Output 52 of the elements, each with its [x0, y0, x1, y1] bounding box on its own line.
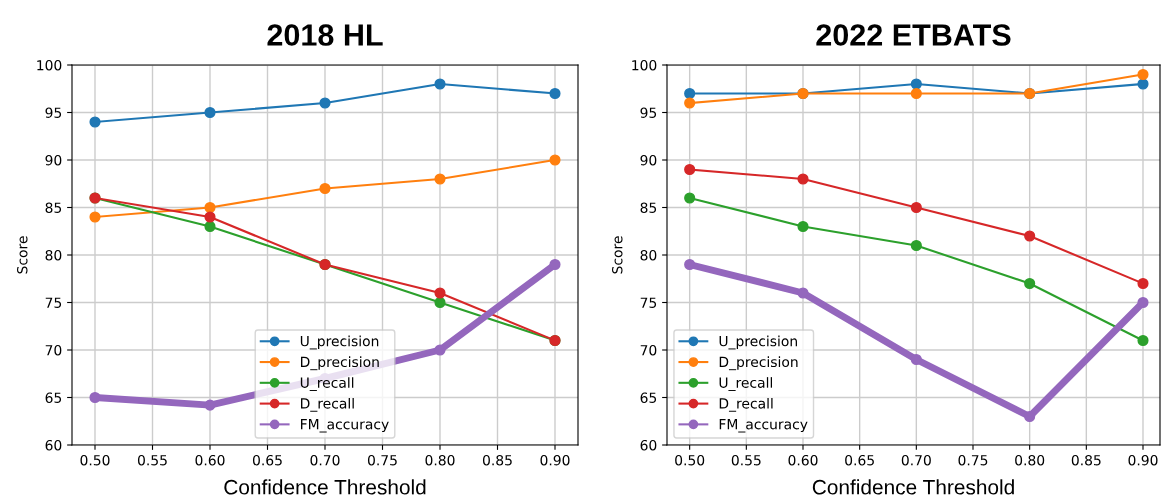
legend-label: U_recall	[719, 377, 772, 391]
y-tick-label: 95	[640, 107, 657, 118]
x-tick-label: 0.55	[731, 454, 761, 466]
y-tick-label: 75	[640, 297, 657, 308]
x-tick-label: 0.85	[482, 454, 512, 466]
legend-label: FM_accuracy	[301, 419, 389, 433]
x-tick-label: 0.60	[195, 454, 225, 466]
y-axis-title: Score	[17, 236, 28, 274]
chart-title: 2018 HL	[267, 24, 383, 46]
y-tick-label: 100	[37, 59, 62, 71]
legend-label: D_precision	[719, 356, 798, 371]
x-tick-label: 0.85	[1071, 454, 1101, 466]
x-tick-label: 0.70	[901, 454, 931, 466]
x-tick-label: 0.90	[540, 454, 570, 466]
y-tick-label: 85	[640, 202, 657, 213]
y-axis-title: Score	[612, 236, 623, 274]
legend-label: U_precision	[719, 335, 797, 350]
y-tick-label: 80	[45, 249, 62, 261]
y-tick-label: 70	[640, 344, 657, 356]
x-tick-label: 0.50	[80, 454, 110, 466]
x-axis-title: Confidence Threshold	[224, 479, 426, 495]
chart-title: 2022 ETBATS	[816, 24, 1011, 46]
x-tick-label: 0.50	[675, 454, 705, 466]
x-tick-label: 0.90	[1128, 454, 1158, 466]
legend-label: D_precision	[301, 356, 379, 371]
y-tick-label: 85	[45, 202, 62, 213]
legend-label: U_precision	[300, 335, 379, 350]
legend-label: U_recall	[300, 377, 354, 391]
x-tick-label: 0.60	[788, 454, 818, 466]
y-tick-label: 75	[45, 297, 62, 308]
x-tick-label: 0.65	[845, 454, 874, 466]
x-tick-label: 0.80	[425, 454, 455, 466]
x-tick-label: 0.70	[310, 454, 340, 466]
x-axis-title: Confidence Threshold	[812, 479, 1014, 495]
legend-label: D_recall	[719, 397, 773, 412]
y-tick-label: 65	[45, 392, 62, 403]
x-tick-label: 0.75	[367, 454, 397, 466]
y-tick-label: 70	[45, 344, 62, 356]
y-tick-label: 100	[632, 59, 657, 71]
y-tick-label: 95	[45, 107, 62, 118]
y-tick-label: 90	[640, 154, 657, 166]
y-tick-label: 65	[640, 392, 657, 403]
x-tick-label: 0.65	[252, 454, 282, 466]
y-tick-label: 60	[640, 439, 657, 451]
x-tick-label: 0.80	[1015, 454, 1045, 466]
legend-label: D_recall	[301, 397, 354, 412]
y-tick-label: 90	[45, 154, 62, 166]
x-tick-label: 0.75	[958, 454, 988, 466]
y-tick-label: 60	[45, 439, 62, 451]
y-tick-label: 80	[640, 249, 657, 261]
legend-label: FM_accuracy	[719, 419, 808, 433]
x-tick-label: 0.55	[137, 454, 167, 466]
